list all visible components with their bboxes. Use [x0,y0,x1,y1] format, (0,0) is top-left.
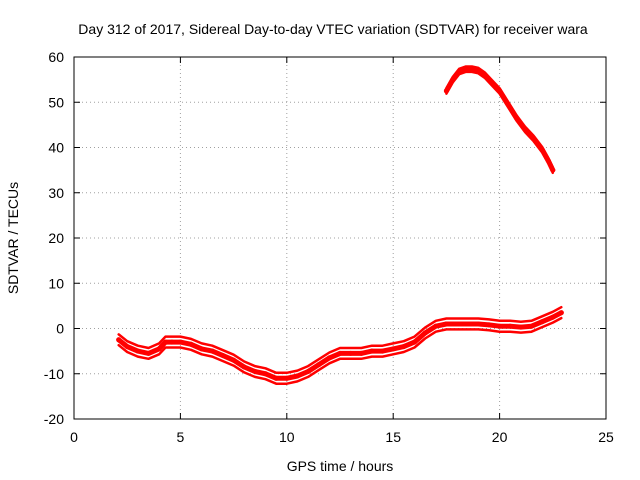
data-point [209,348,215,354]
y-tick-label: 40 [48,140,64,156]
data-point [443,88,449,94]
series-line [116,310,564,381]
data-point [456,69,462,74]
x-tick-label: 0 [70,429,78,445]
y-tick-label: 60 [48,49,64,65]
data-point [220,353,226,359]
data-point [550,167,556,173]
y-tick-label: 20 [48,230,64,246]
data-point [507,323,513,329]
x-tick-label: 15 [385,429,401,445]
data-point [316,362,322,368]
data-point [422,330,428,336]
data-point [273,375,279,381]
data-point [146,350,151,356]
series-line [443,66,556,173]
y-tick-label: 30 [48,185,64,201]
data-point [252,369,258,374]
data-point [116,337,122,343]
data-point [475,321,481,327]
data-point [486,322,492,328]
x-tick-label: 5 [177,429,185,445]
data-point [177,339,183,345]
series-0 [116,305,564,385]
data-point [401,344,407,350]
data-point [326,355,332,361]
y-tick-label: 0 [56,321,64,337]
data-point [531,135,537,141]
data-point [518,324,524,330]
data-point [284,375,290,381]
data-point [369,348,375,354]
data-point [488,79,494,85]
data-point [358,350,364,356]
data-point [550,314,556,320]
data-point [294,373,300,379]
data-point [188,341,194,347]
data-point [497,323,503,329]
data-point [482,72,488,78]
data-point [539,147,545,153]
data-point [529,323,534,329]
data-point [163,339,168,345]
data-point [231,357,237,363]
y-tick-label: 50 [48,94,64,110]
data-point [380,348,386,354]
x-tick-label: 20 [492,429,508,445]
data-point [390,346,396,352]
data-point [539,319,545,325]
data-point [135,348,141,354]
data-point [337,350,343,356]
data-point [505,102,511,107]
series-layer [116,65,564,385]
data-point [199,346,205,352]
data-point [546,158,551,164]
y-tick-label: -20 [44,411,64,427]
series-1 [443,65,556,175]
data-point [433,323,439,329]
data-point [469,66,475,72]
series-scatter-band [117,316,563,385]
y-axis-label: SDTVAR / TECUs [5,182,21,294]
data-point [450,77,456,83]
series-scatter-band [117,305,563,375]
x-tick-label: 25 [598,429,614,445]
data-point [497,88,503,94]
ticks: 0 5 10 15 20 25 -20 -10 0 10 20 30 40 50 60 [44,49,614,445]
data-point [522,126,528,132]
chart-title: Day 312 of 2017, Sidereal Day-to-day VTE… [78,21,588,37]
data-point [558,310,564,316]
data-point [263,371,268,377]
data-point [169,339,175,345]
data-point [514,115,520,121]
data-point [443,321,449,327]
y-tick-label: -10 [44,366,64,382]
data-point [463,66,469,72]
data-point [124,344,130,350]
data-point [348,350,354,356]
x-tick-label: 10 [279,429,295,445]
y-tick-label: 10 [48,275,64,291]
data-point [412,339,417,345]
data-point [475,68,481,74]
data-point [454,321,460,327]
series-scatter-band [445,70,555,175]
data-point [465,321,471,327]
data-point [305,369,311,374]
grid [74,57,606,419]
data-point [156,346,162,352]
series-scatter-band [445,65,555,169]
data-point [241,364,247,370]
x-axis-label: GPS time / hours [287,458,394,474]
